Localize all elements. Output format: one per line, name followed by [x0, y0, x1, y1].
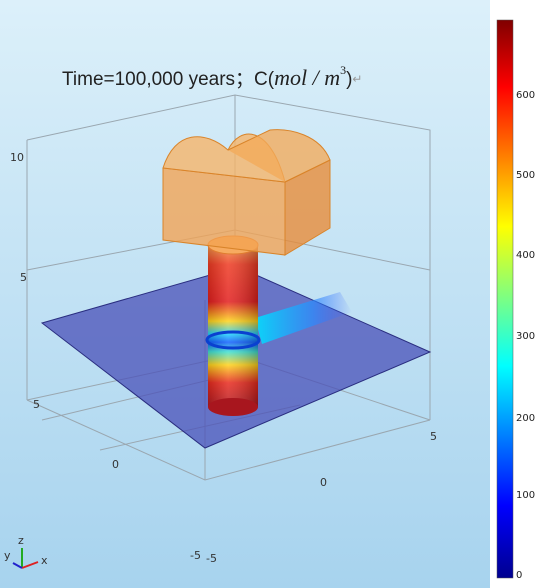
scene: Time=100,000 years；C(mol / m3)↵ 10 5 5 0… [0, 0, 541, 588]
colorbar-tick-label: 100 [516, 490, 535, 501]
colorbar-tick-label: 200 [516, 413, 535, 424]
triad-x: x [41, 554, 48, 567]
colorbar-tick-label: 400 [516, 250, 535, 261]
y-tick-label: 0 [112, 458, 119, 471]
colorbar-tick-label: 500 [516, 170, 535, 181]
title-mark: ↵ [352, 72, 362, 86]
y-tick-label: -5 [190, 549, 201, 562]
colorbar-tick-label: 300 [516, 331, 535, 342]
colorbar-tick-label: 600 [516, 90, 535, 101]
triad-z: z [18, 534, 24, 547]
x-tick-label: -5 [206, 552, 217, 565]
x-tick-label: 0 [320, 476, 327, 489]
triad-y: y [4, 549, 11, 562]
y-tick-label: 5 [33, 398, 40, 411]
title-prefix: Time=100,000 years；C( [62, 69, 275, 90]
cylinder [207, 236, 259, 416]
z-tick-label: 5 [20, 271, 27, 284]
x-tick-label: 5 [430, 430, 437, 443]
colorbar [497, 20, 513, 578]
z-tick-label: 10 [10, 151, 24, 164]
colorbar-tick-label: 0 [516, 570, 522, 581]
title-unit: mol / m [274, 65, 340, 90]
repository-block [163, 130, 330, 255]
